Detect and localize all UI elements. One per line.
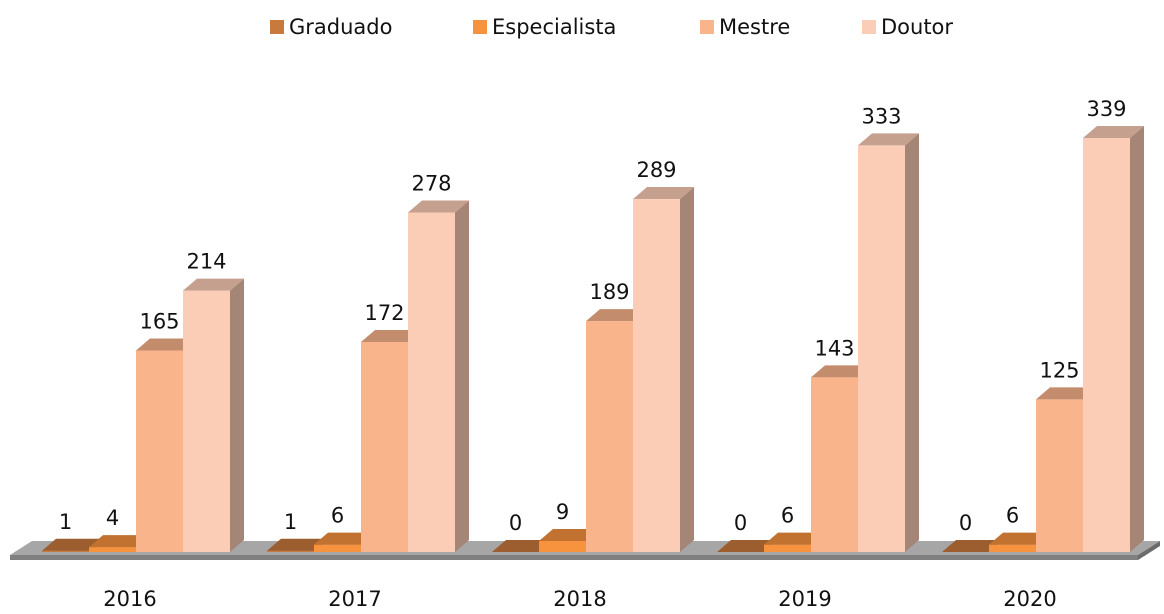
bar: [183, 290, 230, 552]
bar-top: [539, 529, 600, 542]
bar-top: [858, 133, 919, 146]
bar: [42, 550, 89, 552]
legend-swatch: [862, 20, 876, 34]
bar-top: [989, 532, 1050, 545]
value-label: 9: [556, 500, 569, 524]
value-label: 333: [861, 104, 901, 128]
x-tick-label: 2020: [1003, 587, 1056, 610]
bar: [361, 341, 408, 552]
value-label: 172: [364, 301, 404, 325]
legend-label: Mestre: [719, 15, 790, 39]
legend: Graduado Especialista Mestre Doutor: [270, 15, 953, 39]
legend-label: Graduado: [289, 15, 392, 39]
bar-top: [408, 200, 469, 213]
legend-label: Especialista: [492, 15, 616, 39]
bar: [89, 547, 136, 552]
bar-top: [764, 532, 825, 545]
bar-top: [42, 538, 103, 551]
value-label: 6: [1006, 504, 1019, 528]
legend-swatch: [700, 20, 714, 34]
bar-top: [267, 538, 328, 551]
value-label: 6: [331, 504, 344, 528]
bar-top: [1083, 126, 1144, 138]
value-label: 125: [1039, 358, 1079, 382]
value-label: 189: [589, 280, 629, 304]
value-label: 1: [284, 510, 297, 534]
bar-top: [811, 365, 872, 378]
x-tick-label: 2016: [103, 587, 156, 610]
bar-side: [1130, 126, 1144, 552]
bar-top: [136, 338, 197, 351]
value-label: 143: [814, 336, 854, 360]
bar-top: [183, 278, 244, 291]
x-tick-label: 2019: [778, 587, 831, 610]
bar-side: [680, 187, 694, 552]
bar: [408, 212, 455, 552]
bar: [1083, 138, 1130, 552]
value-label: 0: [509, 511, 522, 535]
bar-side: [455, 200, 469, 552]
bar-top: [942, 540, 1003, 552]
bar: [1036, 399, 1083, 552]
value-label: 0: [734, 511, 747, 535]
value-label: 1: [59, 510, 72, 534]
bar: [314, 544, 361, 552]
bar-top: [361, 329, 422, 342]
value-label: 214: [186, 250, 226, 274]
floor-side: [1138, 541, 1160, 560]
value-label: 165: [139, 309, 179, 333]
bar-top: [89, 535, 150, 548]
bar-top: [492, 540, 553, 552]
bar: [764, 544, 811, 552]
bar-top: [586, 309, 647, 322]
value-label: 339: [1086, 97, 1126, 121]
legend-swatch: [473, 20, 487, 34]
bar: [989, 544, 1036, 552]
bar: [811, 377, 858, 552]
bar: [539, 541, 586, 552]
bar-top: [1036, 387, 1097, 400]
x-tick-label: 2017: [328, 587, 381, 610]
bar-top: [633, 187, 694, 200]
value-label: 278: [411, 171, 451, 195]
value-label: 4: [106, 506, 119, 530]
bar: [136, 350, 183, 552]
legend-swatch: [270, 20, 284, 34]
bar-top: [314, 532, 375, 545]
bar-side: [905, 133, 919, 552]
legend-label: Doutor: [881, 15, 953, 39]
value-label: 6: [781, 504, 794, 528]
value-label: 289: [636, 158, 676, 182]
x-tick-label: 2018: [553, 587, 606, 610]
bar-side: [230, 278, 244, 552]
floor-front: [10, 555, 1138, 560]
bar: [858, 145, 905, 552]
value-label: 0: [959, 511, 972, 535]
bar: [267, 550, 314, 552]
bar: [633, 199, 680, 552]
bar: [586, 321, 633, 552]
bar-top: [717, 540, 778, 552]
